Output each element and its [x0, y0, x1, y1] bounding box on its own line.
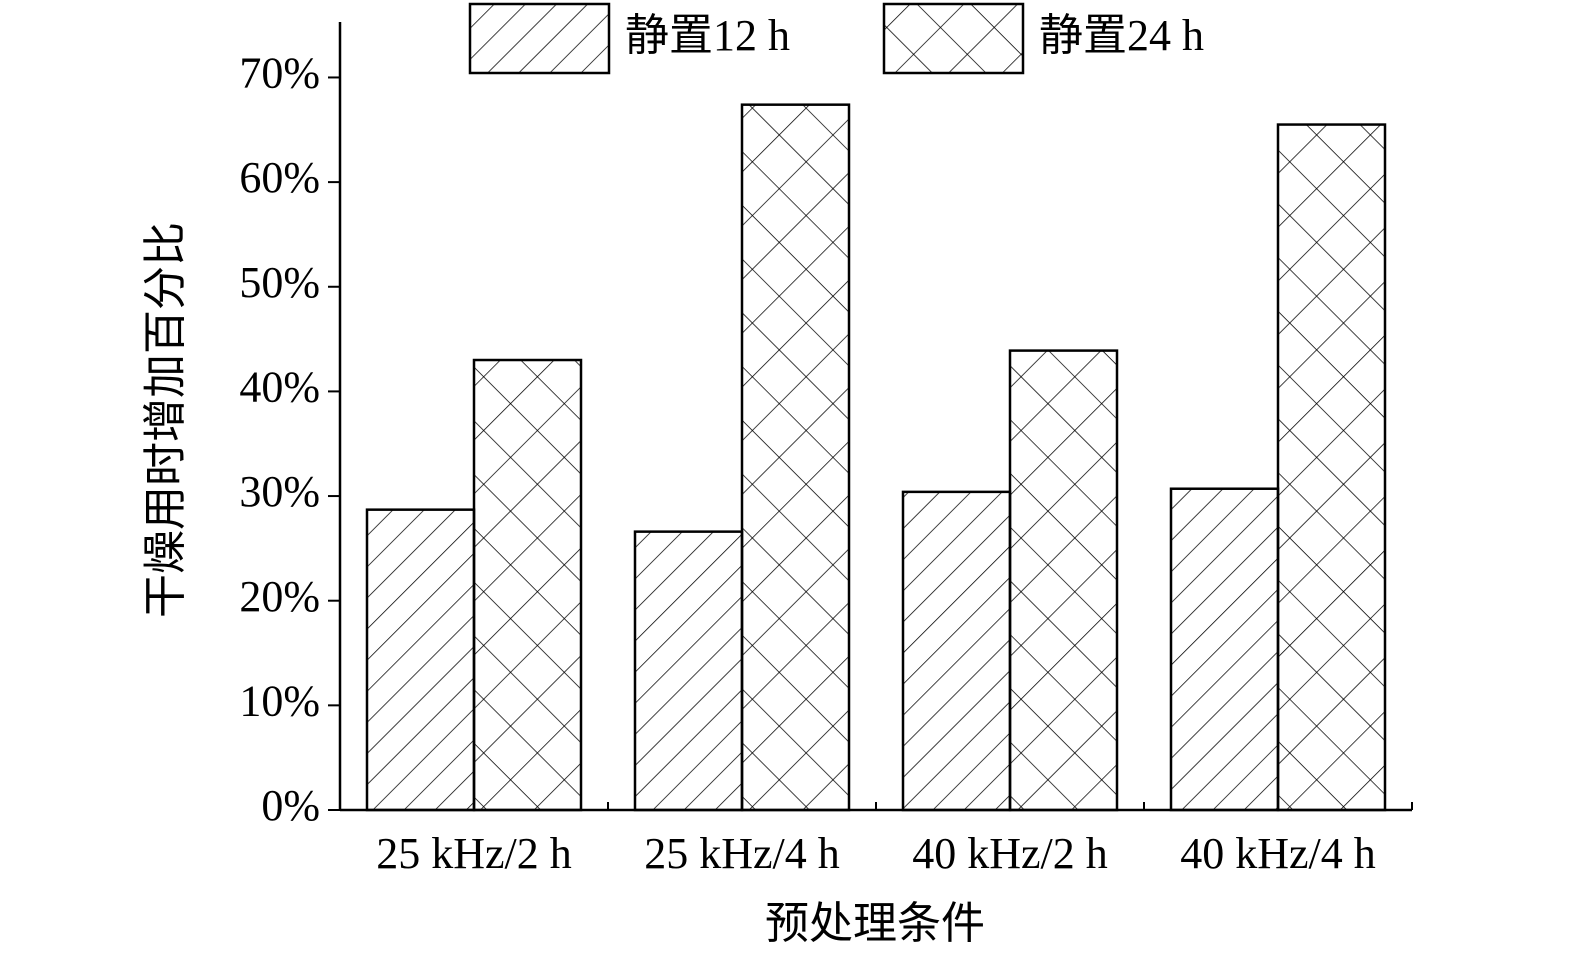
y-tick-label: 60% [239, 153, 320, 202]
bar [1008, 349, 1119, 812]
legend-label: 静置24 h [1039, 11, 1204, 60]
x-tick-label: 40 kHz/4 h [1180, 829, 1376, 878]
y-tick-label: 50% [239, 258, 320, 307]
legend-label: 静置12 h [625, 11, 790, 60]
x-tick-label: 25 kHz/2 h [376, 829, 572, 878]
x-axis-label: 预处理条件 [765, 899, 985, 948]
bar [472, 358, 583, 812]
y-tick-label: 0% [261, 781, 320, 830]
x-tick-label: 40 kHz/2 h [912, 829, 1108, 878]
y-axis-label: 干燥用时增加百分比 [141, 222, 190, 618]
y-tick-label: 10% [239, 676, 320, 725]
bar [901, 490, 1012, 812]
bar [633, 530, 744, 812]
y-tick-label: 30% [239, 467, 320, 516]
bar [365, 508, 476, 812]
legend-swatch [468, 2, 611, 75]
y-tick-label: 40% [239, 363, 320, 412]
bar [740, 103, 851, 812]
bar [1169, 487, 1280, 812]
legend-swatch [882, 2, 1025, 75]
x-tick-label: 25 kHz/4 h [644, 829, 840, 878]
y-tick-label: 70% [239, 49, 320, 98]
bar [1276, 123, 1387, 812]
y-tick-label: 20% [239, 572, 320, 621]
